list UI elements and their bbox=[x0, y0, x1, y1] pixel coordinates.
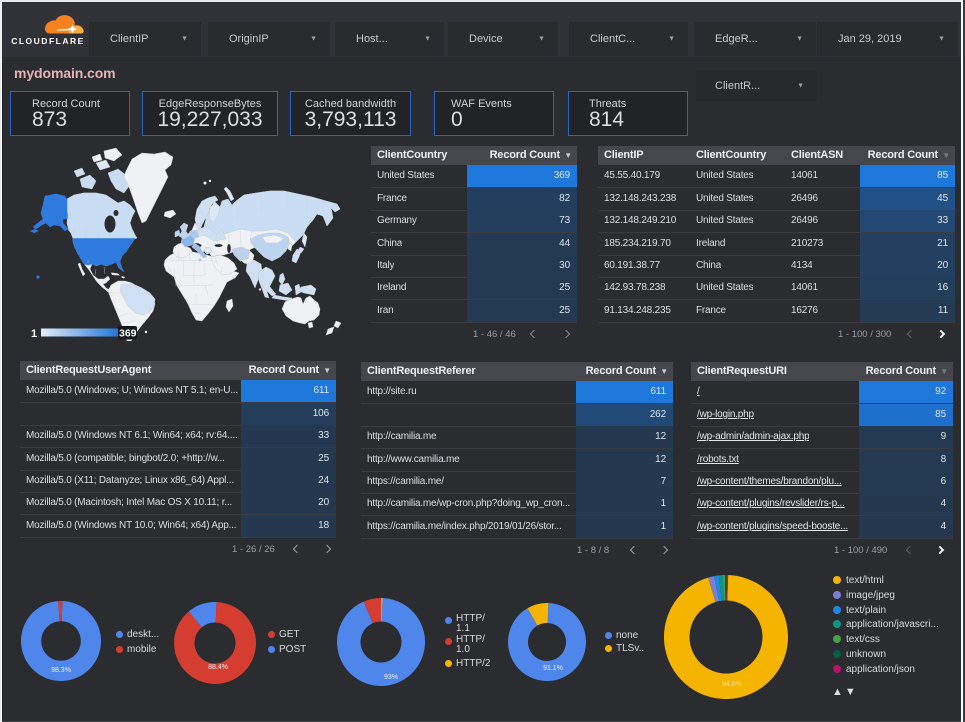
svg-text:1: 1 bbox=[31, 328, 37, 340]
svg-text:369: 369 bbox=[119, 328, 137, 340]
